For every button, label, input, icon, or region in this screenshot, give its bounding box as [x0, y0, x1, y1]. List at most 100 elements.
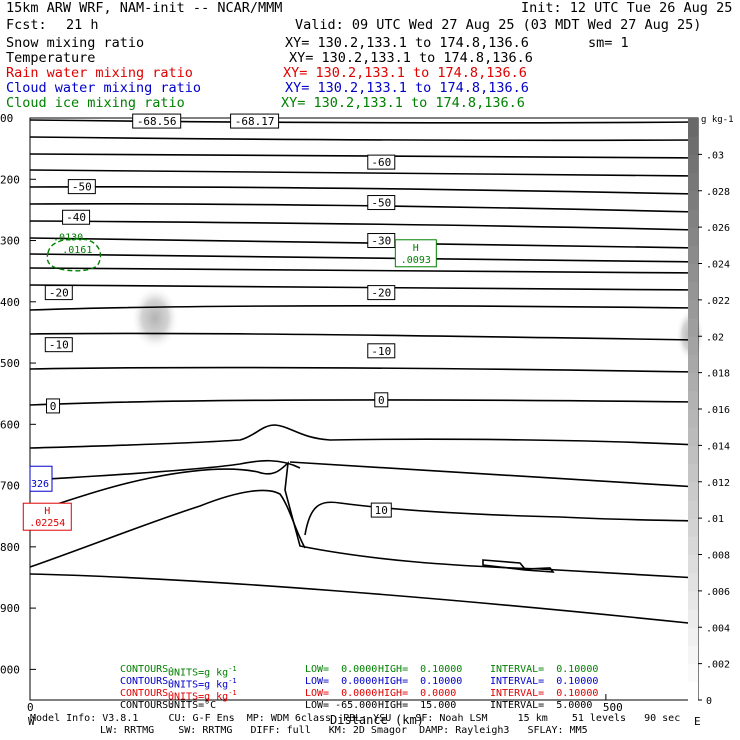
isotherm-line-8: [29, 253, 699, 263]
footer-contour-part: LOW= 0.0000: [305, 676, 378, 687]
colorbar-swatch-0: [688, 681, 698, 701]
colorbar-swatch-7: [688, 554, 698, 574]
isotherm-label-0-box: [132, 113, 182, 129]
high-marker-0: H: [413, 243, 419, 254]
colorbar-label-9: .012: [706, 478, 730, 489]
y-tick-label-2: 300: [0, 235, 20, 248]
y-tick-label-7: 800: [0, 541, 20, 554]
footer-model-info: Model Info: V3.8.1 CU: G-F Ens MP: WDM 6…: [30, 713, 681, 724]
isotherm-label-6: -30: [371, 235, 391, 248]
isotherm-line-3: [29, 169, 699, 177]
colorbar-swatch-25: [688, 227, 698, 246]
isotherm-label-11: 0: [50, 400, 57, 413]
colorbar-swatch-29: [688, 154, 698, 174]
isotherm-line-11: [29, 305, 699, 311]
colorbar-swatch-5: [688, 590, 698, 610]
colorbar-swatch-27: [688, 190, 698, 210]
colorbar-label-12: .006: [706, 587, 730, 598]
footer-contour-part: INTERVAL= 5.0000: [490, 700, 593, 711]
isotherm-label-7-box: [44, 285, 73, 301]
field-rain-xy: XY= 130.2,133.1 to 174.8,136.6: [283, 65, 527, 81]
footer-contour-part: LOW= 0.0000: [305, 664, 378, 675]
colorbar-swatch-13: [688, 445, 698, 465]
isotherm-label-9: -10: [49, 339, 69, 352]
field-cloudwater-xy: XY= 130.2,133.1 to 174.8,136.6: [285, 80, 529, 96]
footer-contour-part: HIGH= 0.0000: [378, 688, 457, 699]
terrain-line-0: [29, 461, 699, 579]
colorbar-swatch-23: [688, 263, 698, 283]
cloud-water-label: 326: [31, 479, 49, 490]
field-cloudice-xy: XY= 130.2,133.1 to 174.8,136.6: [281, 95, 525, 111]
isotherm-line-5: [29, 203, 699, 213]
footer-contour-part: HIGH= 15.000: [378, 700, 457, 711]
isotherm-label-2-box: [367, 154, 396, 170]
footer-contour-part: HIGH= 0.10000: [378, 676, 463, 687]
colorbar: g kg-1 .03 .028 .026 .024 .022 .02 .018 .016 .014…: [688, 115, 734, 707]
footer-contour-part: INTERVAL= 0.10000: [490, 688, 599, 699]
header-fcst-value: 21 h: [66, 17, 99, 33]
high-box-0: [394, 239, 437, 268]
colorbar-swatch-12: [688, 463, 698, 483]
colorbar-swatch-22: [688, 281, 698, 301]
colorbar-swatch-14: [688, 427, 698, 446]
isotherm-label-3-box: [67, 179, 96, 195]
high-box-1: [22, 502, 72, 531]
colorbar-swatch-31: [688, 118, 698, 137]
y-tick-label-1: 200: [0, 173, 20, 186]
colorbar-swatch-17: [688, 372, 698, 392]
footer-contour-part: LOW= 0.0000: [305, 688, 378, 699]
cloud-ice-label-0: .0130: [53, 233, 83, 244]
isotherm-label-10: -10: [371, 345, 391, 358]
isotherm-label-14: 10: [375, 504, 388, 517]
isotherm-label-2: -60: [371, 156, 391, 169]
footer-contour-part: UNITS=g kg-1: [168, 677, 237, 691]
colorbar-swatch-16: [688, 390, 698, 410]
field-snow-xy: XY= 130.2,133.1 to 174.8,136.6: [285, 35, 529, 51]
colorbar-swatch-2: [688, 645, 698, 665]
terrain-layer: [29, 461, 699, 625]
field-cloudwater-name: Cloud water mixing ratio: [6, 80, 202, 96]
isotherm-line-2: [29, 153, 699, 159]
y-tick-label-4: 500: [0, 357, 20, 370]
isotherm-label-0: -68.56: [137, 115, 177, 128]
colorbar-label-6: .018: [706, 369, 730, 380]
colorbar-swatch-18: [688, 354, 698, 374]
footer-contour-part: UNITS=°C: [168, 700, 217, 711]
isotherm-line-0: [29, 119, 699, 124]
colorbar-label-3: .024: [706, 260, 730, 271]
header-init: Init: 12 UTC Tue 26 Aug 25: [521, 0, 733, 16]
colorbar-label-2: .026: [706, 223, 730, 234]
colorbar-label-1: .028: [706, 187, 730, 198]
terrain-line-1: [29, 489, 306, 568]
header-valid: Valid: 09 UTC Wed 27 Aug 25 (03 MDT Wed …: [295, 17, 702, 33]
corner-label-west: W: [28, 715, 35, 728]
isotherm-label-1: -68.17: [235, 115, 275, 128]
isotherm-label-8: -20: [371, 287, 391, 300]
isotherm-label-6-box: [367, 233, 396, 249]
cloud-water-box: [29, 465, 53, 492]
colorbar-label-7: .016: [706, 405, 730, 416]
isotherm-line-13: [29, 366, 699, 373]
isotherm-label-4: -50: [371, 197, 391, 210]
colorbar-swatch-10: [688, 499, 698, 519]
high-marker-1: H: [44, 506, 50, 517]
y-tick-label-6: 700: [0, 480, 20, 493]
colorbar-swatch-20: [688, 318, 698, 337]
snow-shading-layer: [131, 286, 704, 361]
footer-contour-part: LOW= -65.000: [305, 700, 378, 711]
isotherm-line-1: [29, 136, 699, 142]
footer-contour-part: CONTOURS:: [120, 688, 175, 699]
y-tick-label-3: 400: [0, 296, 20, 309]
isotherm-label-14-box: [370, 502, 392, 518]
colorbar-swatch-19: [688, 336, 698, 355]
temperature-contours-layer: [29, 119, 699, 488]
high-value-0: .0093: [401, 255, 431, 266]
header-fcst-label: Fcst:: [6, 17, 47, 33]
isotherm-line-6: [29, 220, 699, 231]
cloud-ice-label-1: .0161: [62, 245, 92, 256]
field-snow-name: Snow mixing ratio: [6, 35, 145, 51]
footer-contour-unit-exponent: -1: [228, 665, 237, 673]
isotherm-label-12: 0: [378, 394, 385, 407]
colorbar-swatch-8: [688, 536, 698, 555]
corner-label-east: E: [694, 715, 701, 728]
